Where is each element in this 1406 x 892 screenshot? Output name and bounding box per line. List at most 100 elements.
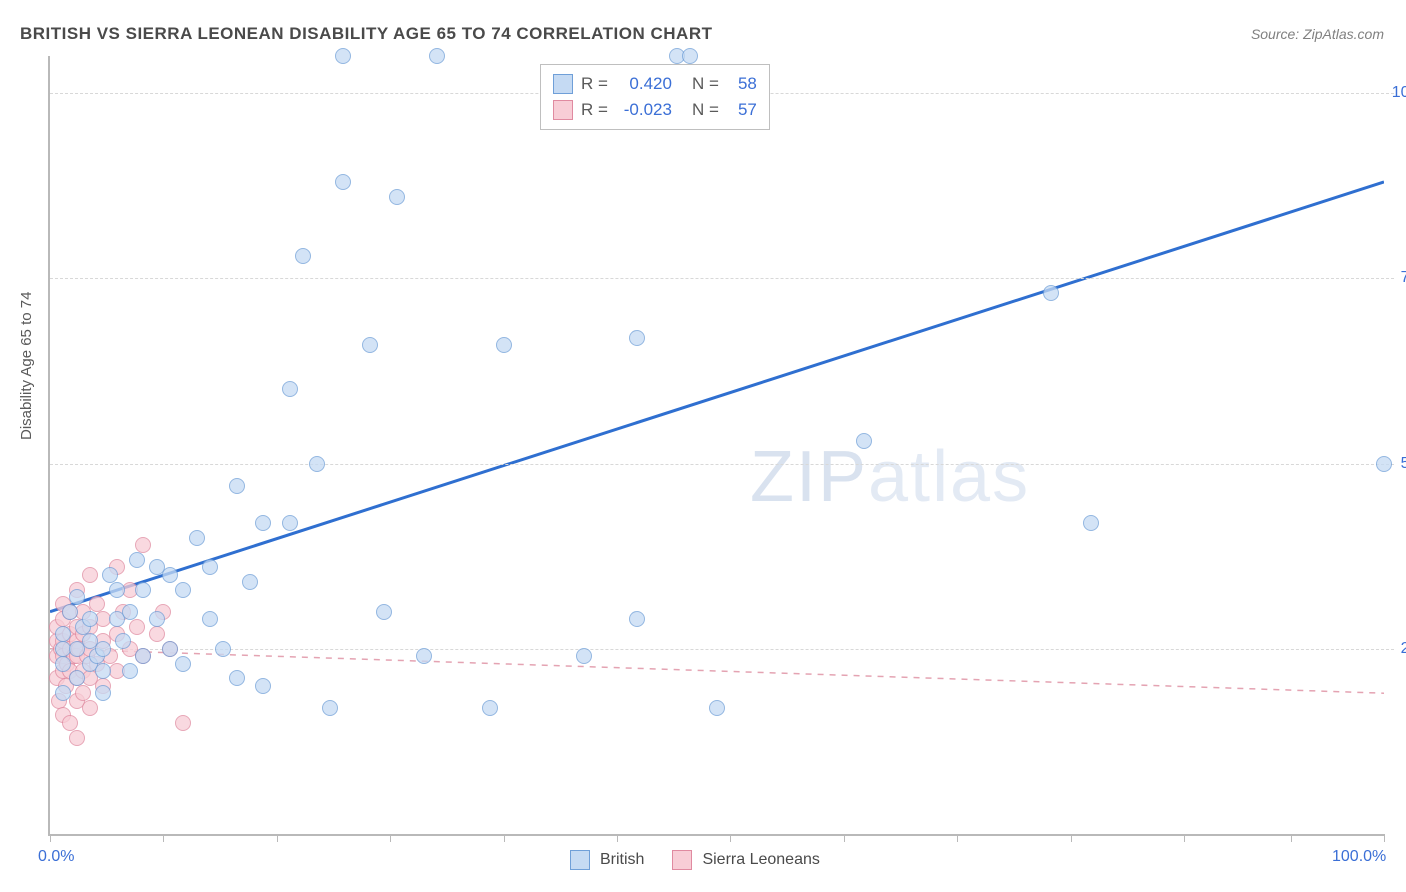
- scatter-point: [162, 641, 178, 657]
- scatter-point: [255, 515, 271, 531]
- scatter-point: [202, 559, 218, 575]
- legend-label: British: [600, 851, 644, 869]
- scatter-point: [62, 715, 78, 731]
- scatter-point: [629, 330, 645, 346]
- scatter-point: [189, 530, 205, 546]
- y-tick-label: 100.0%: [1392, 84, 1406, 102]
- x-tick: [50, 834, 51, 842]
- scatter-point: [175, 656, 191, 672]
- legend-swatch: [672, 850, 692, 870]
- scatter-point: [95, 641, 111, 657]
- gridline: [50, 649, 1394, 650]
- scatter-point: [55, 656, 71, 672]
- chart-container: { "title": "BRITISH VS SIERRA LEONEAN DI…: [0, 0, 1406, 892]
- n-value: 58: [727, 71, 757, 97]
- scatter-point: [1043, 285, 1059, 301]
- scatter-point: [129, 619, 145, 635]
- scatter-point: [629, 611, 645, 627]
- scatter-point: [856, 433, 872, 449]
- scatter-point: [149, 611, 165, 627]
- stats-row: R =0.420N =58: [553, 71, 757, 97]
- x-tick: [1071, 834, 1072, 842]
- scatter-point: [95, 685, 111, 701]
- stats-legend-box: R =0.420N =58R =-0.023N =57: [540, 64, 770, 130]
- y-tick-label: 75.0%: [1401, 269, 1406, 287]
- scatter-point: [115, 633, 131, 649]
- x-tick: [730, 834, 731, 842]
- scatter-point: [242, 574, 258, 590]
- scatter-point: [1376, 456, 1392, 472]
- scatter-point: [295, 248, 311, 264]
- scatter-point: [95, 663, 111, 679]
- scatter-point: [229, 670, 245, 686]
- x-tick: [1384, 834, 1385, 842]
- scatter-point: [709, 700, 725, 716]
- y-tick-label: 50.0%: [1401, 455, 1406, 473]
- scatter-point: [69, 589, 85, 605]
- scatter-point: [82, 611, 98, 627]
- watermark: ZIPatlas: [750, 436, 1030, 518]
- scatter-point: [215, 641, 231, 657]
- scatter-point: [55, 626, 71, 642]
- gridline: [50, 278, 1394, 279]
- scatter-point: [69, 730, 85, 746]
- r-value: -0.023: [616, 97, 672, 123]
- scatter-point: [109, 582, 125, 598]
- source-attribution: Source: ZipAtlas.com: [1251, 26, 1384, 42]
- scatter-point: [89, 596, 105, 612]
- r-value: 0.420: [616, 71, 672, 97]
- scatter-point: [282, 381, 298, 397]
- trend-line: [50, 182, 1384, 612]
- scatter-point: [75, 685, 91, 701]
- scatter-point: [496, 337, 512, 353]
- x-tick-label: 0.0%: [38, 848, 74, 866]
- n-label: N =: [692, 71, 719, 97]
- scatter-point: [309, 456, 325, 472]
- scatter-point: [162, 567, 178, 583]
- scatter-point: [149, 626, 165, 642]
- gridline: [50, 464, 1394, 465]
- legend-swatch: [553, 74, 573, 94]
- scatter-point: [122, 663, 138, 679]
- scatter-point: [282, 515, 298, 531]
- scatter-point: [129, 552, 145, 568]
- x-tick: [277, 834, 278, 842]
- r-label: R =: [581, 97, 608, 123]
- x-tick: [1291, 834, 1292, 842]
- scatter-point: [175, 582, 191, 598]
- scatter-point: [682, 48, 698, 64]
- plot-area: ZIPatlas 25.0%50.0%75.0%100.0%: [48, 56, 1384, 836]
- x-tick-label: 100.0%: [1332, 848, 1386, 866]
- scatter-point: [122, 604, 138, 620]
- chart-title: BRITISH VS SIERRA LEONEAN DISABILITY AGE…: [20, 24, 712, 44]
- x-tick: [504, 834, 505, 842]
- scatter-point: [576, 648, 592, 664]
- scatter-point: [229, 478, 245, 494]
- x-tick: [390, 834, 391, 842]
- scatter-point: [335, 48, 351, 64]
- scatter-point: [482, 700, 498, 716]
- y-tick-label: 25.0%: [1401, 640, 1406, 658]
- scatter-point: [376, 604, 392, 620]
- x-tick: [1184, 834, 1185, 842]
- x-tick: [844, 834, 845, 842]
- scatter-point: [202, 611, 218, 627]
- scatter-point: [69, 670, 85, 686]
- scatter-point: [335, 174, 351, 190]
- scatter-point: [416, 648, 432, 664]
- legend-swatch: [570, 850, 590, 870]
- trend-line: [50, 649, 1384, 693]
- scatter-point: [55, 685, 71, 701]
- x-tick: [617, 834, 618, 842]
- scatter-point: [82, 567, 98, 583]
- x-tick: [957, 834, 958, 842]
- legend-bottom: British Sierra Leoneans: [570, 850, 838, 870]
- scatter-point: [429, 48, 445, 64]
- scatter-point: [389, 189, 405, 205]
- scatter-point: [362, 337, 378, 353]
- scatter-point: [135, 537, 151, 553]
- scatter-point: [62, 604, 78, 620]
- n-value: 57: [727, 97, 757, 123]
- stats-row: R =-0.023N =57: [553, 97, 757, 123]
- legend-label: Sierra Leoneans: [702, 851, 819, 869]
